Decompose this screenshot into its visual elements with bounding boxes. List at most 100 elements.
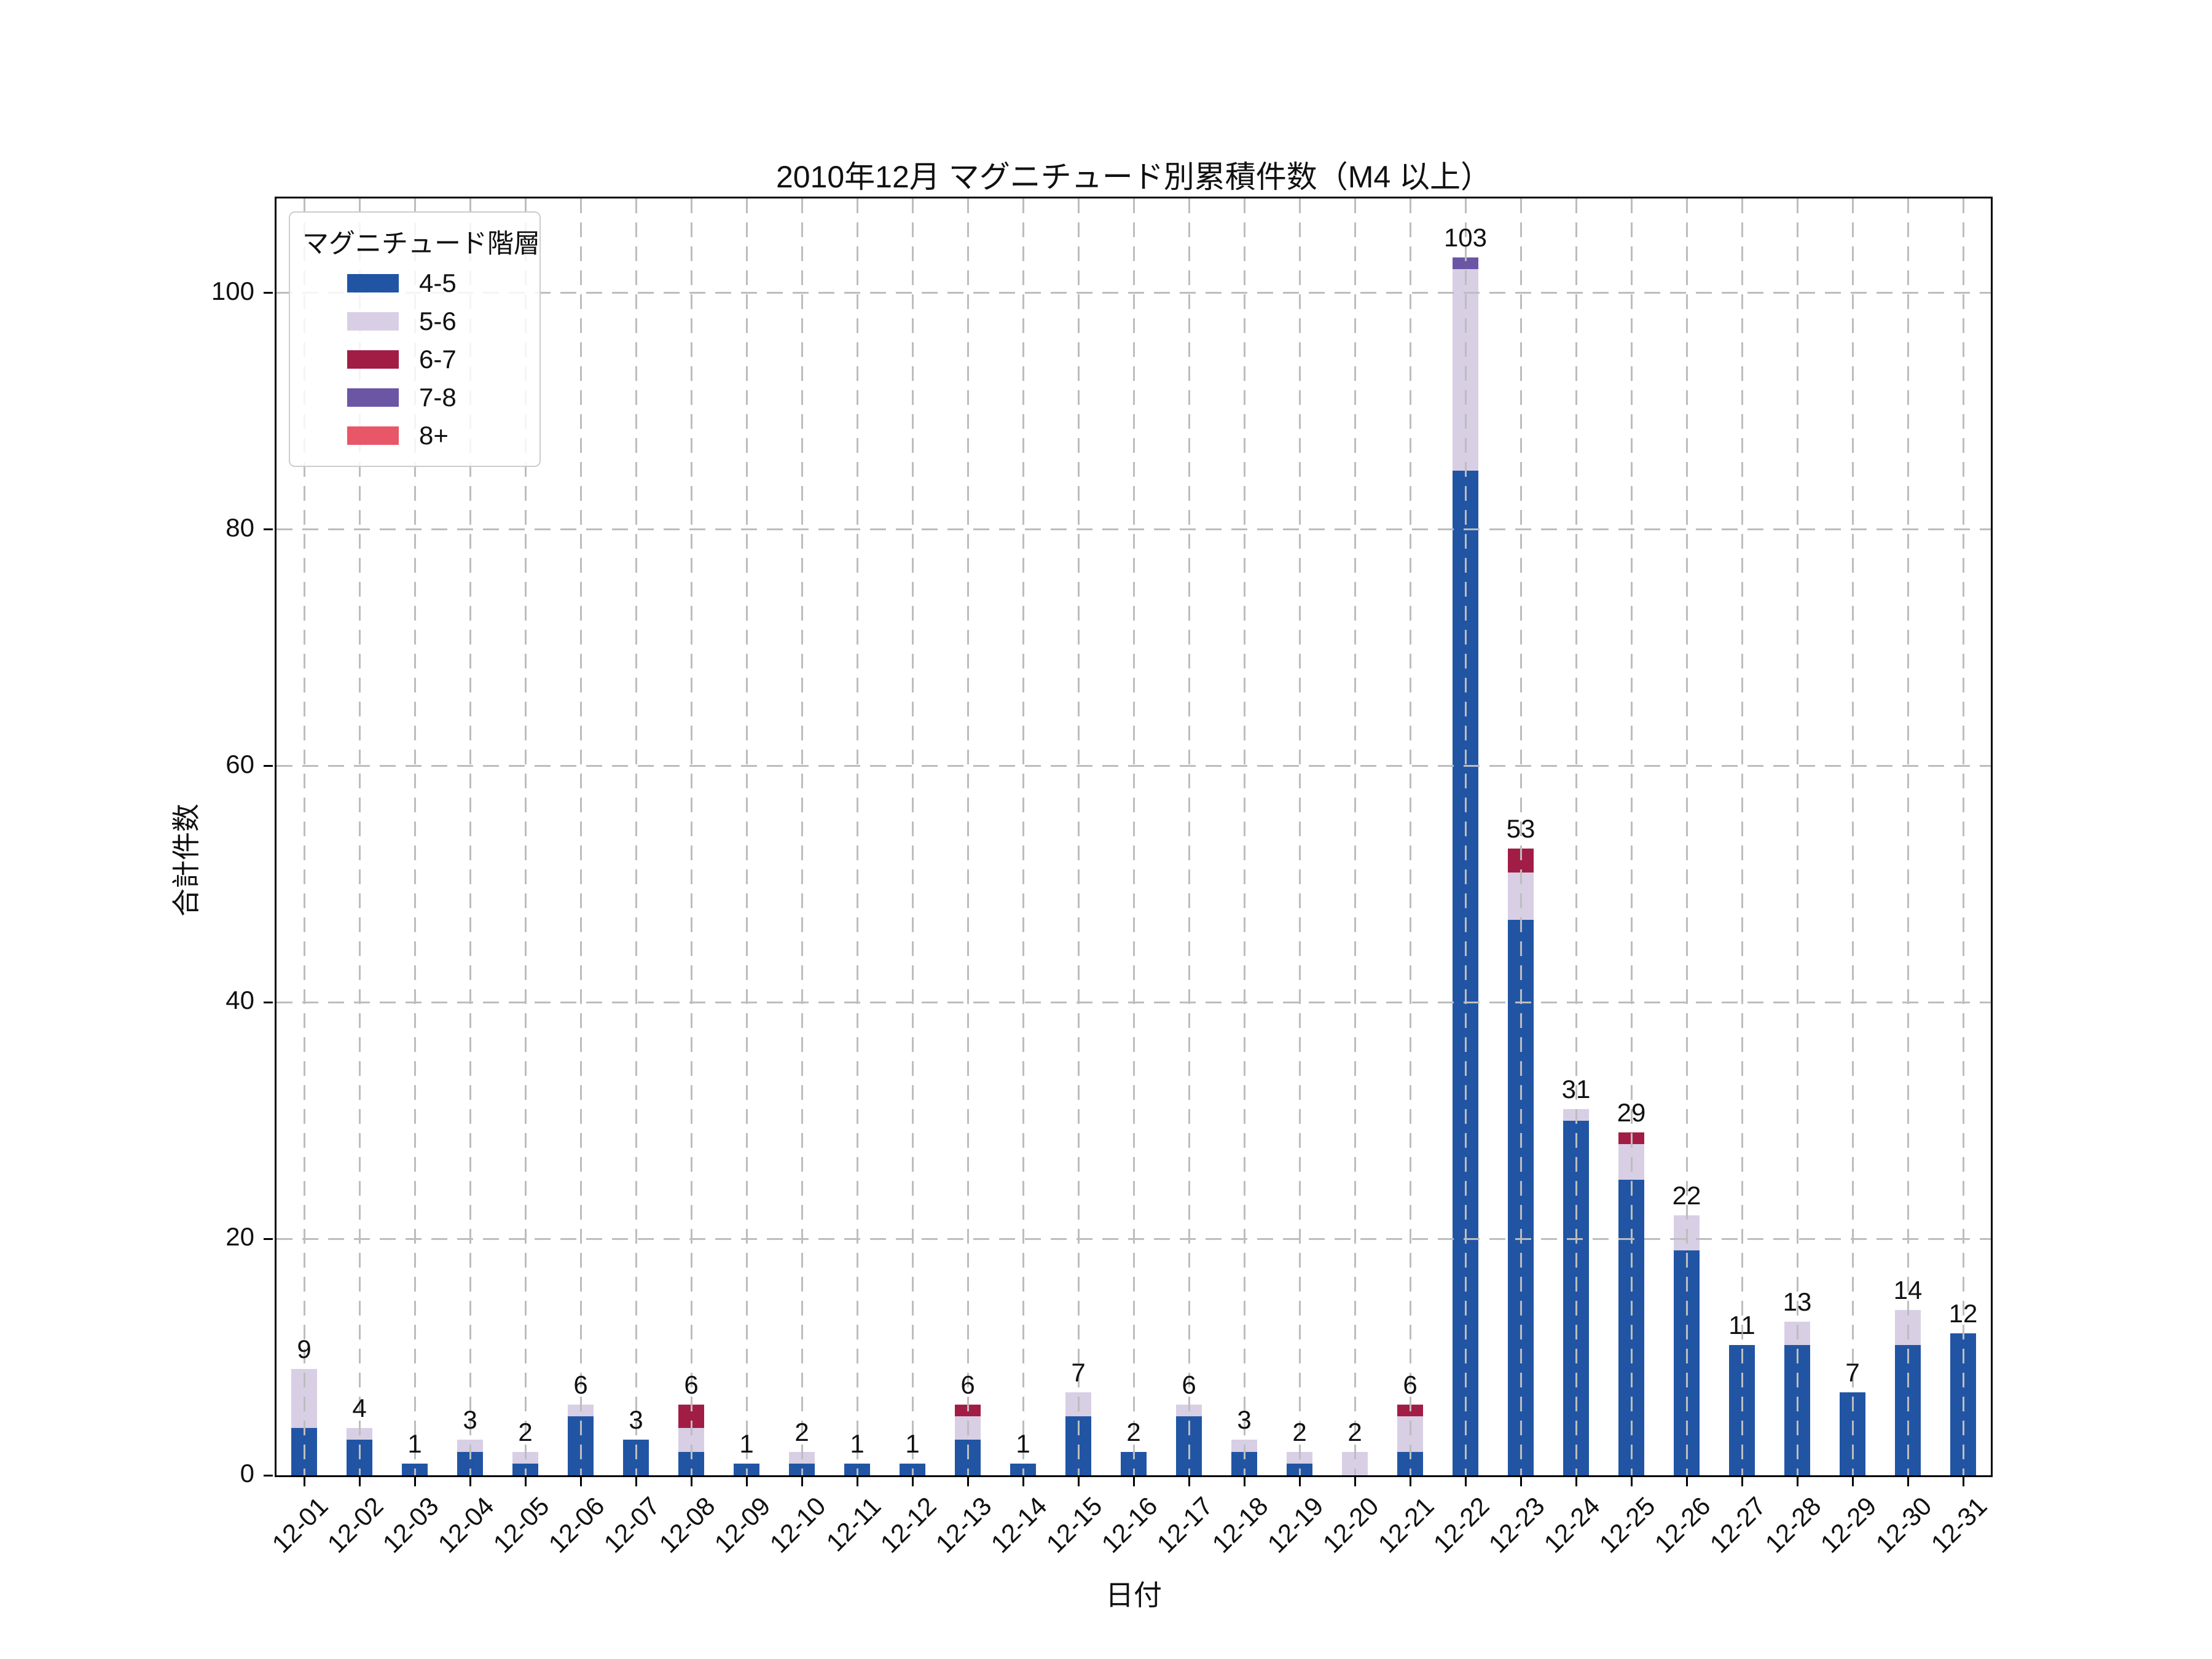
bar-total-label-12-19: 2	[1292, 1417, 1307, 1446]
v-gridline-12-26	[1685, 198, 1688, 1475]
v-gridline-12-22	[1464, 198, 1467, 1475]
x-tick-12-10	[801, 1477, 803, 1486]
x-tick-12-20	[1354, 1477, 1356, 1486]
v-gridline-12-05	[524, 198, 527, 1475]
x-tick-12-13	[967, 1477, 969, 1486]
legend-swatch-4-5	[347, 274, 399, 292]
x-tick-12-23	[1520, 1477, 1522, 1486]
chart-title: 2010年12月 マグニチュード別累積件数（M4 以上）	[775, 160, 1492, 194]
v-gridline-12-08	[690, 198, 692, 1475]
x-tick-12-15	[1077, 1477, 1080, 1486]
bar-total-label-12-12: 1	[905, 1429, 920, 1458]
x-tick-12-07	[635, 1477, 637, 1486]
x-tick-12-25	[1630, 1477, 1633, 1486]
v-gridline-12-20	[1354, 198, 1356, 1475]
x-tick-12-08	[690, 1477, 692, 1486]
v-gridline-12-23	[1520, 198, 1522, 1475]
v-gridline-12-14	[1022, 198, 1024, 1475]
v-gridline-12-27	[1741, 198, 1743, 1475]
legend: マグニチュード階層 4-5 5-6 6-7 7-8 8+	[289, 211, 541, 467]
x-tick-12-19	[1298, 1477, 1301, 1486]
x-tick-12-24	[1575, 1477, 1577, 1486]
y-tick-label-100: 100	[211, 276, 254, 305]
legend-title: マグニチュード階層	[302, 229, 540, 259]
y-tick-label-40: 40	[226, 986, 254, 1015]
bar-total-label-12-23: 53	[1506, 814, 1535, 844]
x-tick-12-30	[1907, 1477, 1909, 1486]
y-tick-40	[264, 1001, 273, 1003]
x-tick-12-09	[745, 1477, 748, 1486]
x-tick-label-12-31: 12-31	[1925, 1491, 1993, 1559]
x-tick-12-29	[1851, 1477, 1854, 1486]
v-gridline-12-30	[1907, 198, 1909, 1475]
x-tick-12-02	[358, 1477, 361, 1486]
bar-total-label-12-24: 31	[1561, 1074, 1591, 1104]
v-gridline-12-10	[801, 198, 803, 1475]
x-tick-12-16	[1132, 1477, 1135, 1486]
v-gridline-12-11	[856, 198, 858, 1475]
bar-total-label-12-11: 1	[850, 1429, 865, 1458]
bar-total-label-12-31: 12	[1948, 1299, 1978, 1328]
v-gridline-12-29	[1851, 198, 1854, 1475]
v-gridline-12-09	[745, 198, 748, 1475]
plot-area: 9 4 1 3 2 6 3 6 1 2 1 1 6 1 7 2 6 3 2 2 6 103 53 31 29 22 11 13 7 14 1…	[275, 197, 1993, 1477]
x-tick-12-28	[1796, 1477, 1798, 1486]
bar-total-label-12-25: 29	[1617, 1098, 1646, 1128]
y-tick-label-60: 60	[226, 749, 254, 779]
bar-total-label-12-01: 9	[297, 1334, 312, 1363]
legend-entry-7-8: 7-8	[290, 378, 539, 417]
bar-total-label-12-05: 2	[518, 1417, 533, 1446]
bar-total-label-12-06: 6	[573, 1370, 588, 1399]
legend-label-5-6: 5-6	[419, 307, 457, 335]
v-gridline-12-31	[1962, 198, 1964, 1475]
legend-label-7-8: 7-8	[419, 383, 457, 412]
bar-total-label-12-22: 103	[1443, 223, 1488, 253]
v-gridline-12-15	[1077, 198, 1080, 1475]
bar-total-label-12-13: 6	[960, 1370, 975, 1399]
bar-total-label-12-18: 3	[1237, 1405, 1252, 1435]
bar-total-label-12-10: 2	[794, 1417, 809, 1446]
v-gridline-12-12	[911, 198, 914, 1475]
legend-swatch-7-8	[347, 388, 399, 407]
v-gridline-12-06	[579, 198, 582, 1475]
bar-total-label-12-17: 6	[1182, 1370, 1196, 1399]
bar-total-label-12-21: 6	[1403, 1370, 1418, 1399]
bar-total-label-12-26: 22	[1672, 1180, 1701, 1210]
v-gridline-12-02	[358, 198, 361, 1475]
legend-entry-6-7: 6-7	[290, 340, 539, 378]
x-tick-12-01	[303, 1477, 305, 1486]
legend-swatch-8+	[347, 426, 399, 445]
bar-total-label-12-28: 13	[1783, 1287, 1812, 1316]
x-tick-12-12	[911, 1477, 914, 1486]
v-gridline-12-07	[635, 198, 637, 1475]
y-tick-80	[264, 528, 273, 531]
bar-total-label-12-14: 1	[1016, 1429, 1030, 1458]
y-tick-label-0: 0	[240, 1459, 254, 1488]
x-tick-12-31	[1962, 1477, 1964, 1486]
legend-entry-5-6: 5-6	[290, 302, 539, 340]
bar-total-label-12-03: 1	[407, 1429, 422, 1458]
v-gridline-12-28	[1796, 198, 1798, 1475]
bar-total-label-12-09: 1	[739, 1429, 754, 1458]
v-gridline-12-25	[1630, 198, 1633, 1475]
v-gridline-12-03	[414, 198, 416, 1475]
x-tick-12-05	[524, 1477, 527, 1486]
legend-label-6-7: 6-7	[419, 345, 457, 374]
x-tick-12-03	[414, 1477, 416, 1486]
x-tick-12-18	[1243, 1477, 1245, 1486]
x-tick-12-11	[856, 1477, 858, 1486]
v-gridline-12-17	[1188, 198, 1190, 1475]
bar-total-label-12-20: 2	[1347, 1417, 1362, 1446]
y-axis-title: 合計件数	[170, 804, 202, 917]
bar-total-label-12-04: 3	[463, 1405, 477, 1435]
x-tick-12-06	[579, 1477, 582, 1486]
bar-total-label-12-29: 7	[1845, 1358, 1860, 1387]
v-gridline-12-19	[1298, 198, 1301, 1475]
bar-total-label-12-02: 4	[352, 1394, 367, 1423]
v-gridline-12-21	[1409, 198, 1411, 1475]
legend-entry-8+: 8+	[290, 417, 539, 455]
legend-entry-4-5: 4-5	[290, 264, 539, 302]
legend-entries: 4-5 5-6 6-7 7-8 8+	[290, 264, 539, 455]
legend-label-4-5: 4-5	[419, 269, 457, 297]
x-tick-12-14	[1022, 1477, 1024, 1486]
